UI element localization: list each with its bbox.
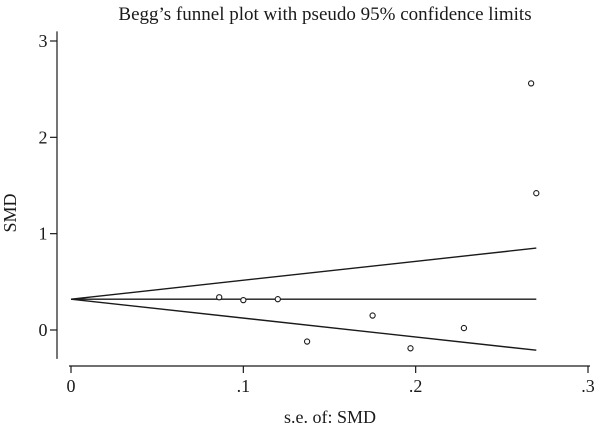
study-point: [527, 80, 535, 87]
x-tick-label: .3: [581, 376, 595, 396]
axes: 0 1 2 3 0 .1 .2 .3: [39, 31, 595, 396]
study-point: [533, 190, 540, 197]
study-point: [369, 312, 376, 319]
y-tick-label: 3: [39, 31, 48, 51]
x-tick-label: .1: [237, 376, 251, 396]
x-tick-label: .2: [409, 376, 423, 396]
study-point: [303, 338, 311, 345]
study-point: [274, 296, 281, 303]
y-tick-label: 1: [39, 224, 48, 244]
chart-title: Begg’s funnel plot with pseudo 95% confi…: [118, 4, 531, 25]
x-axis-label: s.e. of: SMD: [284, 407, 376, 427]
y-axis-label: SMD: [0, 193, 20, 232]
study-point: [460, 324, 468, 332]
pseudo-confidence-limits: [70, 247, 537, 351]
upper-confidence-limit: [70, 247, 537, 300]
x-tick-label: 0: [67, 376, 76, 396]
study-point: [407, 345, 414, 352]
y-tick-label: 2: [39, 127, 48, 147]
study-point: [216, 294, 223, 301]
lower-confidence-limit: [70, 298, 537, 351]
study-point: [240, 296, 247, 304]
study-points: [216, 80, 540, 352]
y-tick-label: 0: [39, 320, 48, 340]
